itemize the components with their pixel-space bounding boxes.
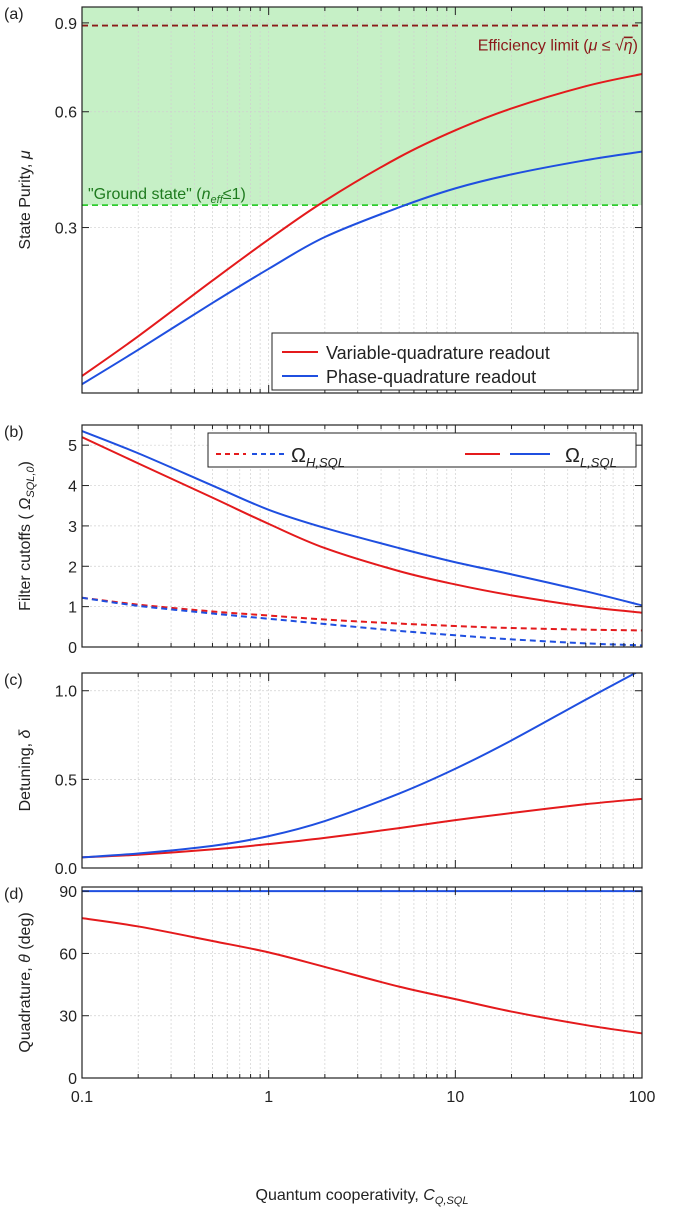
y-tick-label: 5: [68, 438, 77, 455]
panel-d: 0 30 60 90 (d) Quadrature, θ (deg) 0.1 1 10 100 Qu…: [4, 884, 655, 1207]
panel-label-c: (c): [4, 672, 23, 689]
x-axis-label: Quantum cooperativity, CQ,SQL: [256, 1187, 469, 1207]
legend-label: Variable-quadrature readout: [326, 343, 550, 363]
y-tick-label: 4: [68, 479, 77, 496]
y-tick-label: 3: [68, 519, 77, 536]
y-axis-label: Quadrature, θ (deg): [17, 912, 34, 1052]
plot-frame: [81, 672, 643, 869]
legend: Variable-quadrature readout Phase-quadrat…: [271, 332, 639, 391]
legend: ΩH,SQL ΩL,SQL: [207, 432, 637, 470]
legend-label: ΩL,SQL: [565, 445, 617, 470]
legend-box: [207, 432, 637, 468]
y-tick-label: 60: [59, 946, 77, 963]
series-line-red-dashed: [82, 596, 642, 632]
efficiency-limit-label: Efficiency limit (μ ≤ √η): [478, 38, 638, 55]
y-tick-label: 0.9: [55, 16, 77, 33]
series-group: [82, 673, 642, 859]
x-tick-label: 1: [264, 1089, 273, 1106]
y-tick-label: 1.0: [55, 684, 77, 701]
panel-label-a: (a): [4, 6, 24, 23]
series-line-red: [82, 917, 642, 1035]
x-tick-label: 10: [446, 1089, 464, 1106]
panel-a: Efficiency limit (μ ≤ √η) "Ground state" …: [4, 6, 643, 394]
series-line-red: [82, 73, 642, 377]
series-line-blue: [82, 430, 642, 607]
ground-state-label: "Ground state" (neff≤1): [88, 186, 246, 206]
panel-c: 0.0 0.5 1.0 (c) Detuning, δ: [4, 672, 643, 878]
y-tick-label: 0: [68, 640, 77, 657]
ground-state-region: [82, 7, 642, 206]
y-tick-label: 0.5: [55, 772, 77, 789]
series-line-blue: [82, 150, 642, 386]
y-tick-label: 2: [68, 559, 77, 576]
series-line-blue-dashed: [82, 596, 642, 647]
plot-frame: [81, 6, 643, 394]
series-line-red: [82, 436, 642, 614]
legend-label: ΩH,SQL: [291, 445, 345, 470]
y-tick-label: 30: [59, 1009, 77, 1026]
y-axis-label: State Purity, μ: [17, 150, 34, 249]
series-group: [82, 890, 642, 1035]
x-tick-label: 0.1: [71, 1089, 93, 1106]
series-group: [82, 430, 642, 647]
series-group: [82, 73, 642, 386]
legend-box: [271, 332, 639, 391]
series-line-red: [82, 797, 642, 859]
y-axis-label: Filter cutoffs ( ΩSQL,0): [17, 461, 37, 611]
y-tick-label: 0.6: [55, 105, 77, 122]
panel-label-b: (b): [4, 424, 24, 441]
series-line-blue: [82, 673, 638, 859]
y-axis-label: Detuning, δ: [17, 728, 34, 811]
y-tick-label: 0.0: [55, 861, 77, 878]
plot-frame: [81, 886, 643, 1079]
plot-frame: [81, 424, 643, 648]
grid: [82, 673, 642, 868]
legend-label: Phase-quadrature readout: [326, 367, 536, 387]
y-tick-label: 1: [68, 600, 77, 617]
x-tick-label: 100: [629, 1089, 656, 1106]
panel-label-d: (d): [4, 886, 24, 903]
y-tick-label: 90: [59, 884, 77, 901]
y-tick-label: 0: [68, 1071, 77, 1088]
grid: [82, 887, 642, 1078]
y-tick-label: 0.3: [55, 221, 77, 238]
